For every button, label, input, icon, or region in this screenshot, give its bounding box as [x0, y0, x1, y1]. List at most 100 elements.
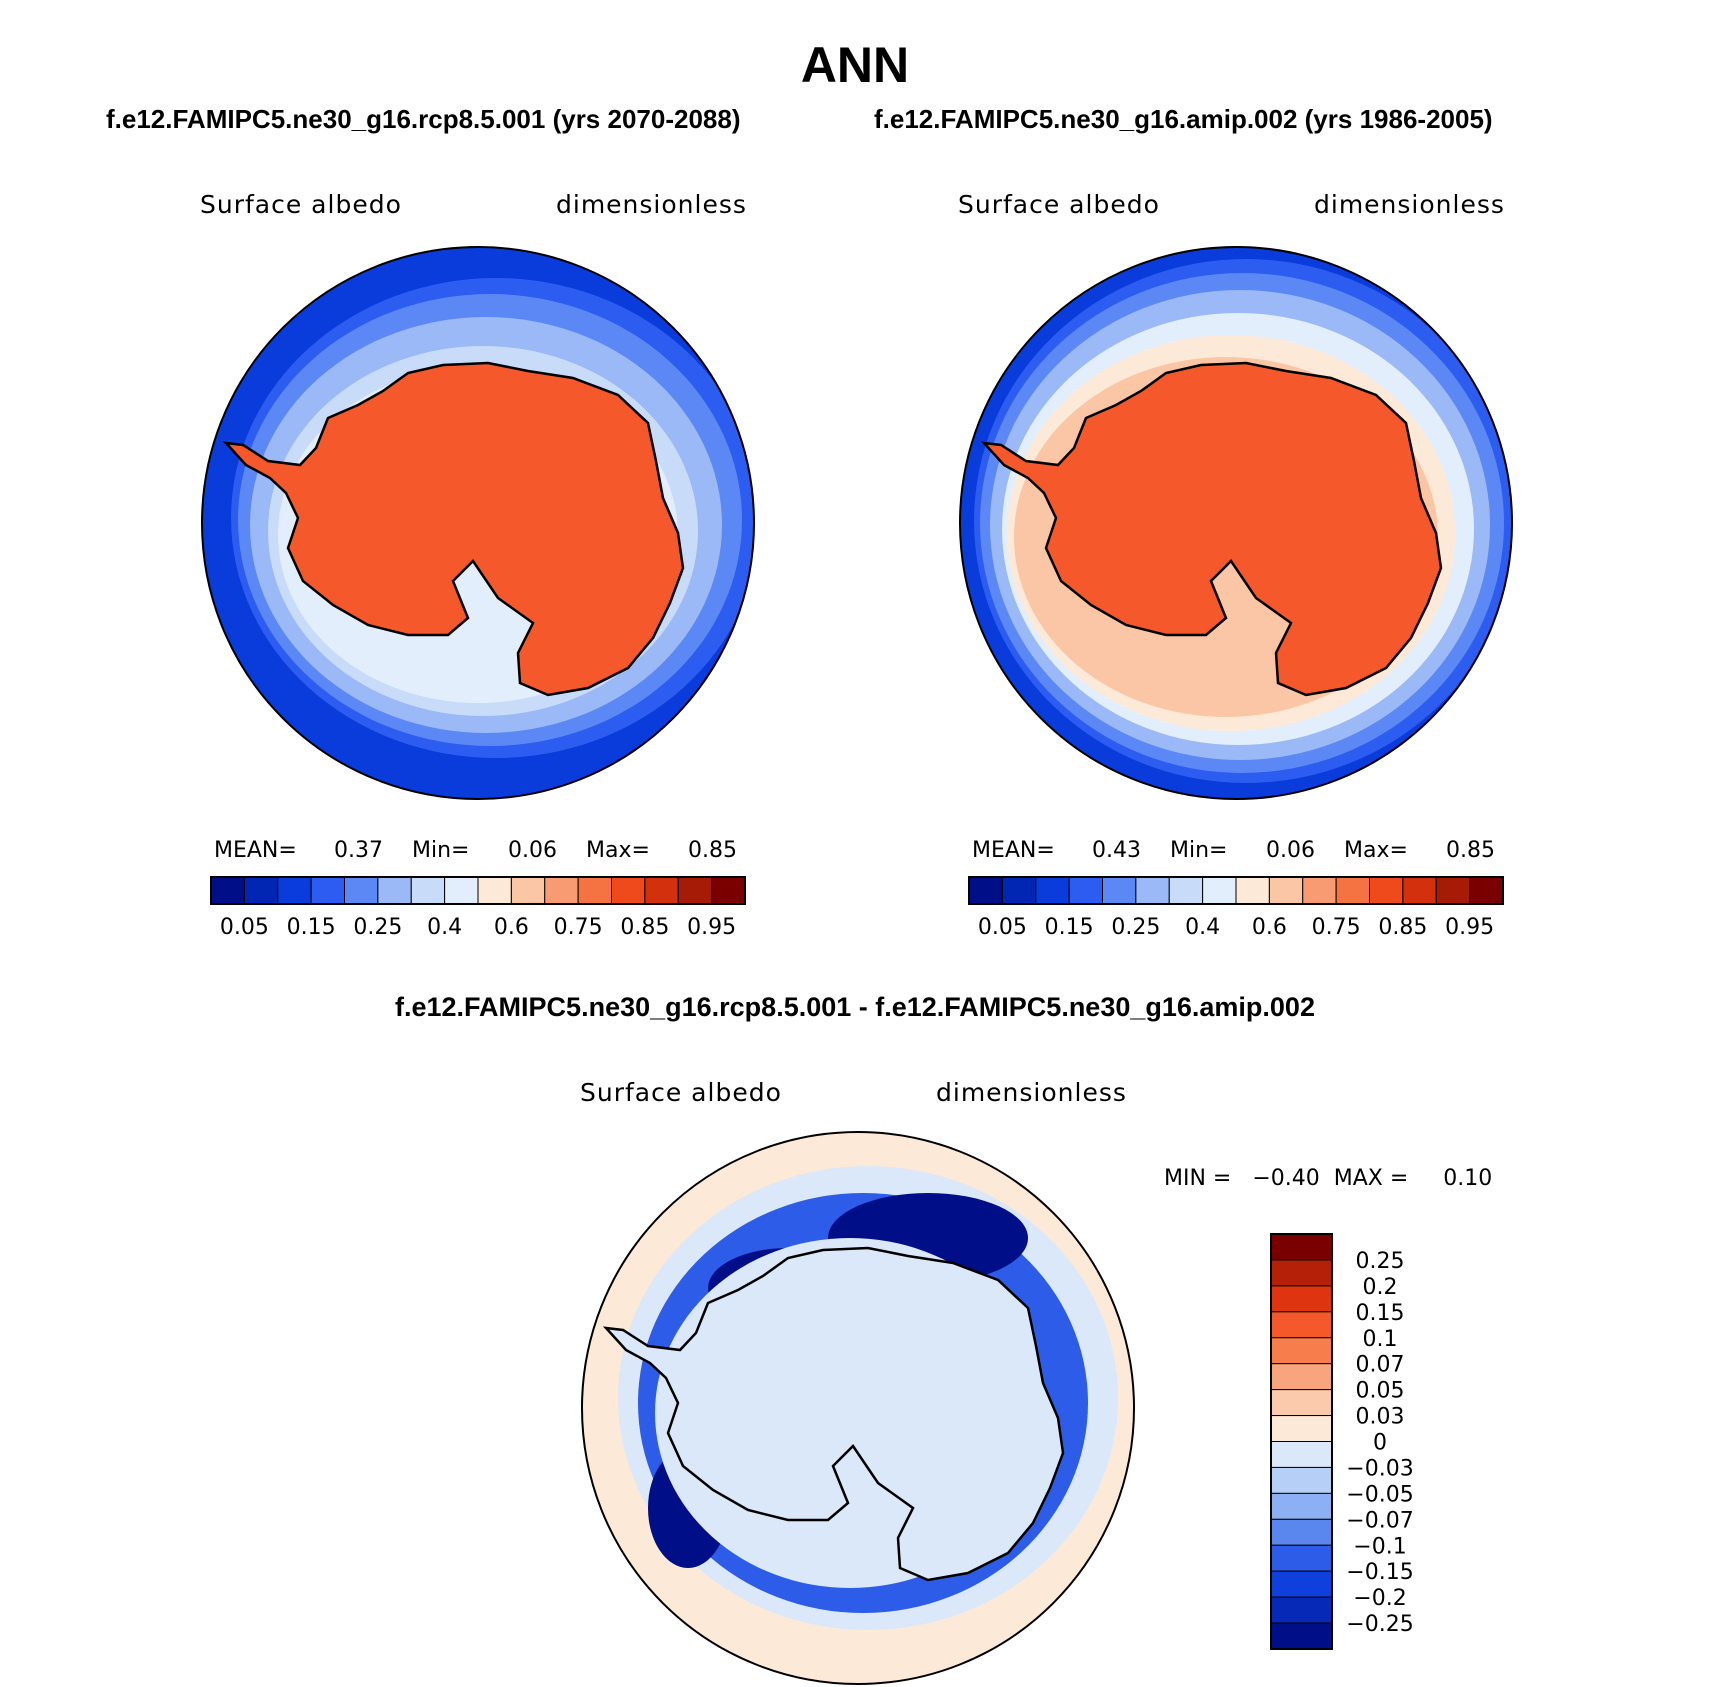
panel-1-colorbar-swatch	[577, 876, 612, 905]
panel-2-max-value: 0.85	[1446, 838, 1495, 863]
panel-2-colorbar-swatch	[1135, 876, 1170, 905]
difference-colorbar-swatch	[1270, 1622, 1333, 1650]
panel-1-colorbar-swatch	[210, 876, 245, 905]
panel-2-colorbar-tick-label: 0.05	[978, 915, 1027, 940]
panel-2-max-label: Max=	[1344, 838, 1408, 863]
panel-1-colorbar-tick-label: 0.4	[427, 915, 462, 940]
panel-1-colorbar-swatch	[344, 876, 379, 905]
panel-1-colorbar: 0.05 0.15 0.25 0.4 0.6 0.75 0.85 0.95	[210, 876, 746, 940]
panel-1-colorbar-swatch	[711, 876, 746, 905]
panel-1-colorbar-tick-label: 0.75	[554, 915, 603, 940]
panel-2-colorbar-tick-label: 0.75	[1312, 915, 1361, 940]
panel-1-colorbar-swatch	[644, 876, 679, 905]
page-title: ANN	[800, 37, 910, 93]
difference-colorbar-swatch	[1270, 1466, 1333, 1494]
difference-colorbar-tick-label: 0.1	[1363, 1327, 1398, 1352]
panel-1-mean-value: 0.37	[334, 838, 383, 863]
difference-colorbar-tick-label: −0.15	[1346, 1560, 1413, 1585]
panel-1-colorbar-swatch	[677, 876, 713, 905]
panel-2-min-label: Min=	[1170, 838, 1228, 863]
difference-colorbar-swatch	[1270, 1337, 1333, 1365]
panel-2-colorbar-swatch	[1035, 876, 1070, 905]
difference-colorbar-swatch	[1270, 1389, 1333, 1417]
panel-1-colorbar-tick-label: 0.05	[220, 915, 269, 940]
difference-colorbar-tick-label: 0.25	[1356, 1249, 1405, 1274]
panel-2-colorbar-swatch	[968, 876, 1003, 905]
difference-colorbar-tick-label: 0.2	[1363, 1275, 1398, 1300]
panel-1-variable: Surface albedo	[200, 190, 402, 219]
difference-colorbar-tick-label: 0.15	[1356, 1301, 1405, 1326]
difference-colorbar-tick-label: 0	[1373, 1431, 1387, 1456]
difference-minmax: MIN = −0.40 MAX = 0.10	[1164, 1166, 1493, 1191]
panel-1-colorbar-swatch	[243, 876, 279, 905]
panel-1-colorbar-tick-label: 0.95	[687, 915, 736, 940]
panel-1-units: dimensionless	[556, 190, 747, 219]
panel-1-colorbar-swatch	[444, 876, 479, 905]
panel-2-map	[959, 246, 1513, 800]
difference-colorbar-swatch	[1270, 1544, 1333, 1572]
panel-2-colorbar-tick-label: 0.15	[1045, 915, 1094, 940]
panel-2-colorbar-tick-label: 0.6	[1252, 915, 1287, 940]
panel-1-colorbar-swatch	[310, 876, 345, 905]
panel-2-min-value: 0.06	[1266, 838, 1315, 863]
panel-2-colorbar-swatch	[1435, 876, 1471, 905]
panel-1-map	[201, 246, 755, 800]
panel-2-colorbar-tick-label: 0.95	[1445, 915, 1494, 940]
difference-colorbar-tick-label: −0.25	[1346, 1612, 1413, 1637]
panel-1-colorbar-swatch	[544, 876, 579, 905]
panel-2-colorbar-swatch	[1369, 876, 1404, 905]
panel-1-colorbar-tick-label: 0.85	[620, 915, 669, 940]
difference-colorbar-tick-label: 0.05	[1356, 1379, 1405, 1404]
panel-2-mean-label: MEAN=	[972, 838, 1055, 863]
panel-1-subtitle: f.e12.FAMIPC5.ne30_g16.rcp8.5.001 (yrs 2…	[106, 104, 741, 134]
panel-2-colorbar-tick-label: 0.85	[1378, 915, 1427, 940]
panel-2-colorbar-swatch	[1102, 876, 1137, 905]
panel-2-units: dimensionless	[1314, 190, 1505, 219]
difference-colorbar-tick-label: 0.07	[1356, 1353, 1405, 1378]
panel-1-colorbar-swatch	[410, 876, 446, 905]
difference-colorbar-swatch	[1270, 1233, 1333, 1261]
panel-2-colorbar-swatch	[1402, 876, 1437, 905]
difference-colorbar-tick-label: −0.03	[1346, 1456, 1413, 1481]
difference-map	[581, 1131, 1135, 1685]
panel-2-colorbar: 0.05 0.15 0.25 0.4 0.6 0.75 0.85 0.95	[968, 876, 1504, 940]
difference-colorbar-tick-label: −0.1	[1353, 1534, 1406, 1559]
panel-2-colorbar-swatch	[1235, 876, 1270, 905]
panel-1-colorbar-swatch	[510, 876, 546, 905]
panel-1-max-label: Max=	[586, 838, 650, 863]
panel-1-colorbar-tick-label: 0.25	[353, 915, 402, 940]
panel-2-colorbar-outline	[968, 876, 1504, 905]
difference-title: f.e12.FAMIPC5.ne30_g16.rcp8.5.001 - f.e1…	[395, 992, 1315, 1022]
panel-1-min-value: 0.06	[508, 838, 557, 863]
panel-1-colorbar-swatch	[277, 876, 312, 905]
panel-1-mean-label: MEAN=	[214, 838, 297, 863]
panel-1-max-value: 0.85	[688, 838, 737, 863]
difference-colorbar-tick-label: −0.2	[1353, 1586, 1406, 1611]
panel-1-colorbar-swatch	[377, 876, 412, 905]
panel-2-colorbar-tick-label: 0.25	[1111, 915, 1160, 940]
panel-1-colorbar-outline	[210, 876, 746, 905]
difference-colorbar-swatch	[1270, 1259, 1333, 1287]
difference-colorbar-swatch	[1270, 1311, 1333, 1339]
panel-1-min-label: Min=	[412, 838, 470, 863]
difference-colorbar-swatch	[1270, 1570, 1333, 1598]
difference-colorbar-swatch	[1270, 1363, 1333, 1391]
panel-2-colorbar-tick-label: 0.4	[1185, 915, 1220, 940]
panel-2-colorbar-swatch	[1202, 876, 1237, 905]
difference-colorbar: 0.250.20.150.10.070.050.030−0.03−0.05 −0.…	[1270, 1233, 1414, 1650]
panel-2-variable: Surface albedo	[958, 190, 1160, 219]
panel-2-colorbar-swatch	[1469, 876, 1504, 905]
difference-colorbar-swatch	[1270, 1285, 1333, 1313]
panel-2-colorbar-swatch	[1268, 876, 1304, 905]
panel-2-colorbar-swatch	[1168, 876, 1204, 905]
difference-colorbar-tick-label: −0.05	[1346, 1482, 1413, 1507]
difference-colorbar-swatch	[1270, 1415, 1333, 1442]
panel-1-colorbar-swatch	[611, 876, 646, 905]
difference-variable: Surface albedo	[580, 1078, 782, 1107]
panel-2-colorbar-swatch	[1335, 876, 1370, 905]
difference-colorbar-swatch	[1270, 1596, 1333, 1624]
difference-colorbar-tick-label: 0.03	[1356, 1405, 1405, 1430]
panel-1-colorbar-swatch	[477, 876, 512, 905]
difference-colorbar-swatch	[1270, 1492, 1333, 1520]
